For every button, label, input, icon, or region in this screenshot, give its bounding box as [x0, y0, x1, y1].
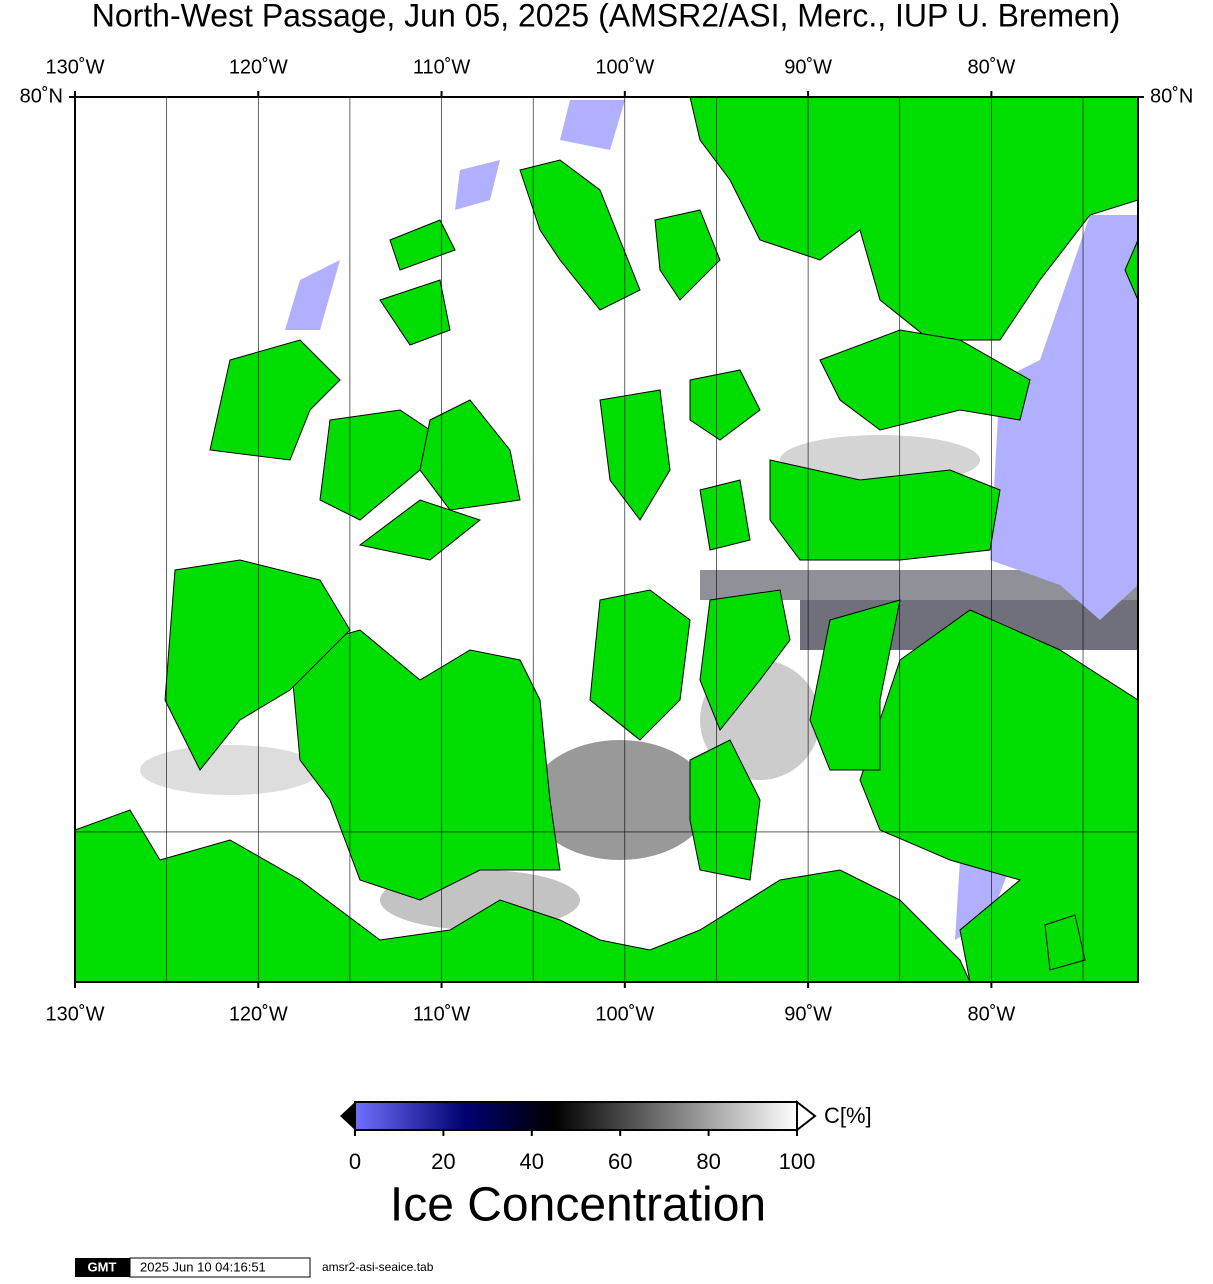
lon-tick-label: 80˚W: [967, 1003, 1015, 1025]
lon-tick-label: 90˚W: [784, 1003, 832, 1025]
lon-tick-label: 120˚W: [229, 56, 288, 78]
lon-tick-label: 110˚W: [413, 56, 471, 78]
lon-tick-label: 130˚W: [46, 56, 105, 78]
colorbar: C[%] Ice Concentration 0 20 40 60 80 100: [340, 1099, 872, 1232]
map-title: North-West Passage, Jun 05, 2025 (AMSR2/…: [92, 0, 1121, 33]
land-prince-patrick: [209, 339, 341, 461]
land-ellef-ringnes: [379, 279, 451, 346]
land-island: [699, 479, 751, 551]
timestamp: 2025 Jun 10 04:16:51: [140, 1259, 266, 1274]
land-prince-of-wales: [699, 589, 791, 731]
land-bathurst: [599, 389, 671, 521]
land-island: [389, 219, 456, 271]
land-island: [654, 209, 721, 301]
lon-tick-label: 100˚W: [595, 56, 654, 78]
lon-tick-label: 110˚W: [413, 1003, 471, 1025]
logo-box: [75, 1258, 130, 1277]
source-file: amsr2-asi-seaice.tab: [322, 1260, 434, 1274]
land-island: [358, 499, 482, 561]
land-devon: [819, 329, 1031, 431]
land-island: [1044, 914, 1086, 971]
colorbar-unit: C[%]: [824, 1103, 872, 1128]
ice-field: [75, 97, 1138, 982]
lon-tick-label: 120˚W: [229, 1003, 288, 1025]
land-king-william: [689, 739, 761, 881]
colorbar-scale: [354, 1101, 798, 1131]
lon-tick-label: 130˚W: [46, 1003, 105, 1025]
land-victoria: [289, 629, 561, 901]
lon-tick-label: 80˚W: [967, 56, 1015, 78]
footer: GMT 2025 Jun 10 04:16:51 amsr2-asi-seaic…: [75, 1257, 434, 1278]
map-frame: [74, 96, 1139, 983]
land-island: [589, 589, 691, 741]
ice-patch: [140, 745, 320, 795]
colorbar-high-arrow: [796, 1099, 817, 1133]
logo: GMT: [88, 1259, 117, 1274]
land-greenland: [1124, 239, 1138, 301]
land-mainland: [75, 809, 971, 982]
open-water-patch: [990, 215, 1138, 620]
land-axel-heiberg: [519, 159, 641, 311]
colorbar-tick-label: 80: [696, 1149, 720, 1174]
ice-patch: [530, 740, 710, 860]
lon-tick-label: 100˚W: [595, 1003, 654, 1025]
open-water-patch: [560, 100, 625, 150]
colorbar-title: Ice Concentration: [390, 1179, 766, 1232]
land-ellesmere: [689, 97, 1138, 341]
colorbar-tick-label: 20: [431, 1149, 455, 1174]
lat-tick-label: 80˚N: [1150, 85, 1193, 107]
land: [75, 97, 1138, 982]
open-water-patch: [285, 260, 340, 330]
map-axes: 130˚W 130˚W 120˚W 120˚W 110˚W 110˚W 100˚W 100˚W…: [20, 56, 1194, 1025]
colorbar-tick-label: 0: [349, 1149, 361, 1174]
colorbar-tick-label: 40: [520, 1149, 544, 1174]
colorbar-low-arrow: [340, 1102, 355, 1130]
land-island: [689, 369, 761, 441]
land-island: [419, 399, 521, 511]
lat-tick-label: 80˚N: [20, 85, 63, 107]
colorbar-tick-label: 60: [608, 1149, 632, 1174]
timestamp-box: [129, 1257, 311, 1278]
land-north-somerset: [769, 459, 1001, 561]
open-water-patch: [455, 160, 500, 210]
graticule: [75, 97, 1138, 982]
land-banks: [164, 559, 351, 771]
lon-tick-label: 90˚W: [784, 56, 832, 78]
colorbar-tick-label: 100: [779, 1149, 816, 1174]
